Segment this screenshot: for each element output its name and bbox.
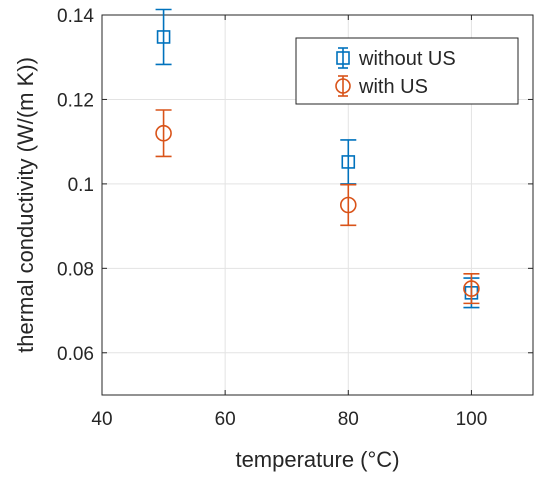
legend-marker-circle [335, 78, 351, 94]
y-tick-label: 0.1 [68, 175, 94, 196]
legend-item: with US [335, 75, 428, 98]
y-tick-label: 0.14 [57, 6, 94, 27]
data-point-circle [155, 124, 172, 142]
x-tick-label: 100 [456, 409, 488, 430]
legend-box [295, 37, 519, 105]
series-circle [155, 109, 480, 305]
tick-layer: 40 60 80 100 0.06 0.08 0.1 0.12 0.14 [57, 6, 533, 430]
y-tick-label: 0.12 [57, 90, 94, 111]
y-tick-label: 0.06 [57, 344, 94, 365]
legend-items: without US with US [335, 47, 456, 98]
legend-label: without US [358, 48, 456, 70]
x-axis-label: temperature (°C) [235, 447, 399, 472]
legend-item: without US [336, 47, 456, 70]
error-bar [463, 273, 480, 305]
error-bar [340, 183, 357, 227]
data-point-circle [339, 196, 357, 214]
error-bar [155, 109, 172, 158]
x-tick-label: 80 [338, 409, 359, 430]
data-point-circle [463, 280, 480, 297]
legend-marker-square [336, 51, 350, 65]
legend-label: with US [358, 76, 428, 98]
data-layer [155, 8, 480, 309]
x-tick-label: 60 [215, 409, 236, 430]
y-axis-label: thermal conductivity (W/(m K)) [13, 57, 38, 353]
error-bar [155, 8, 172, 66]
x-tick-label: 40 [91, 409, 112, 430]
data-point-square [341, 155, 356, 169]
axes-box [101, 14, 534, 396]
y-tick-label: 0.08 [57, 259, 94, 280]
data-point-square [156, 30, 171, 44]
legend: without US with US [295, 37, 519, 105]
error-bar [340, 139, 357, 185]
